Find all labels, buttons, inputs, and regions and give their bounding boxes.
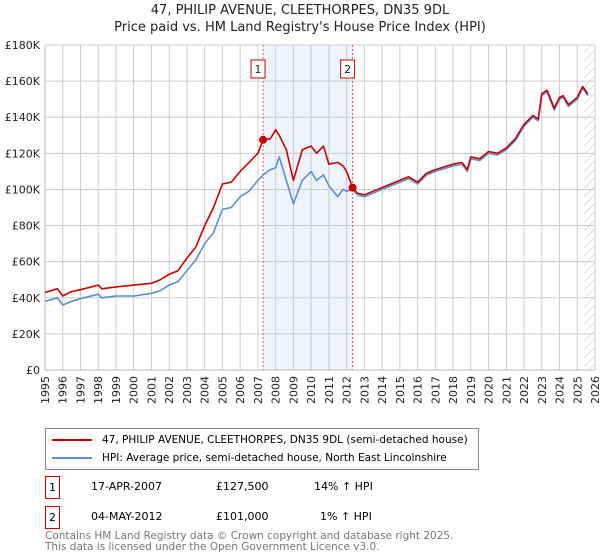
x-tick-label: 2014 bbox=[376, 376, 389, 404]
chart-subtitle: Price paid vs. HM Land Registry's House … bbox=[114, 20, 486, 35]
sale-label-box bbox=[340, 59, 356, 79]
x-tick-label: 2025 bbox=[571, 376, 584, 404]
x-tick-label: 2020 bbox=[483, 376, 496, 404]
x-tick-label: 2008 bbox=[270, 376, 283, 404]
x-tick-label: 2019 bbox=[465, 376, 478, 404]
price-chart: £0 £20K £40K £60K £80K £100K £120K £140K £160K £1… bbox=[5, 39, 600, 404]
x-tick-label: 2009 bbox=[287, 376, 300, 404]
transaction-number: 1 bbox=[45, 476, 60, 499]
property-price-line bbox=[44, 85, 589, 297]
shaded-ownership-band bbox=[263, 45, 353, 370]
x-tick-label: 2021 bbox=[500, 376, 513, 404]
x-tick-label: 2015 bbox=[394, 376, 407, 404]
x-tick-label: 2018 bbox=[447, 376, 460, 404]
x-tick-label: 2017 bbox=[429, 376, 442, 404]
legend-item-property: 47, PHILIP AVENUE, CLEETHORPES, DN35 9DL… bbox=[52, 431, 468, 449]
y-tick-label: £140K bbox=[5, 111, 41, 124]
transaction-row: 2 04-MAY-2012 £101,000 1% ↑ HPI bbox=[45, 506, 445, 529]
y-tick-label: £120K bbox=[5, 147, 41, 160]
hpi-line bbox=[44, 87, 589, 306]
y-tick-label: £100K bbox=[5, 183, 41, 196]
footer: Contains HM Land Registry data © Crown c… bbox=[45, 531, 453, 553]
transaction-number: 2 bbox=[45, 506, 60, 529]
x-tick-label: 1998 bbox=[92, 376, 105, 404]
y-tick-label: £180K bbox=[5, 39, 41, 52]
footer-licence: This data is licensed under the Open Gov… bbox=[45, 541, 380, 553]
y-tick-label: £20K bbox=[12, 328, 41, 341]
sale-label: 1 bbox=[255, 63, 262, 76]
sale-label-box bbox=[250, 59, 266, 79]
transaction-price: £127,500 bbox=[216, 480, 269, 493]
legend-swatch-hpi bbox=[52, 457, 92, 459]
x-tick-label: 2016 bbox=[412, 376, 425, 404]
y-tick-label: £40K bbox=[12, 292, 41, 305]
y-tick-label: £0 bbox=[26, 364, 40, 377]
legend: 47, PHILIP AVENUE, CLEETHORPES, DN35 9DL… bbox=[45, 428, 479, 470]
x-tick-label: 2004 bbox=[199, 376, 212, 404]
x-tick-label: 2003 bbox=[181, 376, 194, 404]
x-tick-label: 2006 bbox=[234, 376, 247, 404]
x-tick-label: 2000 bbox=[128, 376, 141, 404]
legend-label-hpi: HPI: Average price, semi-detached house,… bbox=[102, 452, 447, 464]
sale-label: 2 bbox=[344, 63, 351, 76]
legend-swatch-property bbox=[52, 439, 92, 441]
x-tick-label: 1999 bbox=[110, 376, 123, 404]
hatched-future-region bbox=[584, 45, 595, 370]
x-tick-label: 1996 bbox=[57, 376, 70, 404]
x-tick-label: 2001 bbox=[145, 376, 158, 404]
x-tick-label: 1997 bbox=[74, 376, 87, 404]
y-tick-label: £60K bbox=[12, 256, 41, 269]
transaction-date: 04-MAY-2012 bbox=[91, 510, 163, 523]
x-tick-label: 2011 bbox=[323, 376, 336, 404]
sale-point bbox=[348, 183, 357, 192]
x-tick-label: 2022 bbox=[518, 376, 531, 404]
x-tick-label: 2024 bbox=[554, 376, 567, 404]
x-tick-label: 2005 bbox=[216, 376, 229, 404]
x-tick-label: 2007 bbox=[252, 376, 265, 404]
transaction-price: £101,000 bbox=[216, 510, 269, 523]
legend-item-hpi: HPI: Average price, semi-detached house,… bbox=[52, 449, 447, 467]
x-tick-label: 2023 bbox=[536, 376, 549, 404]
x-tick-label: 2002 bbox=[163, 376, 176, 404]
x-tick-label: 2026 bbox=[589, 376, 600, 404]
legend-label-property: 47, PHILIP AVENUE, CLEETHORPES, DN35 9DL… bbox=[102, 434, 468, 446]
y-tick-label: £160K bbox=[5, 75, 41, 88]
x-tick-label: 2013 bbox=[358, 376, 371, 404]
y-tick-label: £80K bbox=[12, 220, 41, 233]
transaction-date: 17-APR-2007 bbox=[91, 480, 163, 493]
chart-title: 47, PHILIP AVENUE, CLEETHORPES, DN35 9DL bbox=[150, 3, 450, 18]
x-tick-label: 1995 bbox=[39, 376, 52, 404]
transaction-hpi: 1% ↑ HPI bbox=[320, 510, 372, 523]
footer-copyright: Contains HM Land Registry data © Crown c… bbox=[45, 530, 454, 542]
transaction-row: 1 17-APR-2007 £127,500 14% ↑ HPI bbox=[45, 476, 445, 499]
x-tick-label: 2012 bbox=[341, 376, 354, 404]
x-tick-label: 2010 bbox=[305, 376, 318, 404]
transaction-hpi: 14% ↑ HPI bbox=[314, 480, 373, 493]
sale-point bbox=[259, 135, 268, 144]
